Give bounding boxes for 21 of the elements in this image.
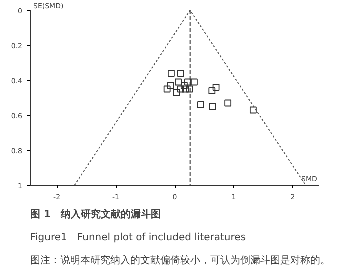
point	[250, 106, 257, 114]
point	[177, 70, 184, 77]
point	[167, 82, 174, 90]
text: 图注：说明本研究纳入的文献偏倚较小，可认为倒漏斗图是对称的。	[30, 254, 330, 266]
point	[186, 86, 194, 93]
point	[212, 84, 220, 91]
point	[209, 103, 216, 110]
point	[224, 100, 232, 107]
point	[168, 70, 175, 77]
point	[191, 78, 198, 86]
point	[173, 89, 180, 96]
point	[180, 82, 188, 90]
point	[175, 78, 182, 86]
text: 图 1 纳入研究文献的漏斗图	[30, 208, 161, 220]
point	[182, 86, 190, 93]
point	[164, 86, 171, 93]
point	[184, 78, 192, 86]
point	[177, 86, 184, 93]
text: Figure1 Funnel plot of included literatures	[30, 232, 246, 244]
point	[208, 88, 216, 94]
point	[198, 102, 204, 108]
